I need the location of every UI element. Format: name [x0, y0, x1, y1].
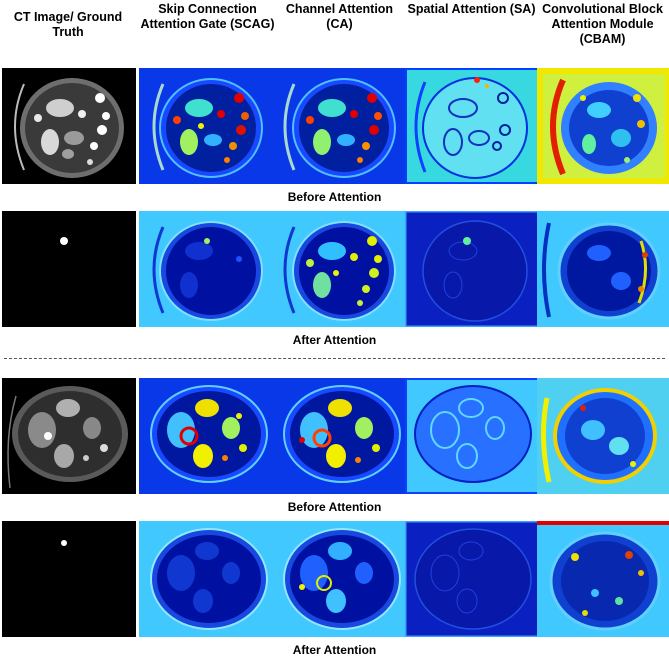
ground-truth-case2 [2, 521, 136, 637]
header-ca: Channel Attention (CA) [285, 2, 394, 31]
caption-after-attention-case2: After Attention [292, 643, 377, 657]
scag-map-case2-after [139, 521, 273, 637]
header-sa: Spatial Attention (SA) [407, 2, 536, 16]
scag-map-case1-after [139, 211, 273, 327]
sa-map-case1-before [405, 68, 539, 184]
ca-map-case1-before [272, 68, 406, 184]
ca-map-case1-after [272, 211, 406, 327]
ca-map-case2-before [272, 378, 406, 494]
sa-map-case1-after [405, 211, 539, 327]
ct-image-case2 [2, 378, 136, 494]
caption-before-attention-case1: Before Attention [287, 190, 382, 204]
sa-map-case2-before [405, 378, 539, 494]
case-divider [4, 358, 665, 359]
cbam-map-case2-after [537, 521, 669, 637]
sa-map-case2-after [405, 521, 539, 637]
header-scag: Skip Connection Attention Gate (SCAG) [140, 2, 275, 31]
caption-after-attention-case1: After Attention [292, 333, 377, 347]
cbam-map-case1-before [537, 68, 669, 184]
caption-before-attention-case2: Before Attention [287, 500, 382, 514]
cbam-map-case1-after [537, 211, 669, 327]
ca-map-case2-after [272, 521, 406, 637]
header-ct-ground-truth: CT Image/ Ground Truth [13, 10, 123, 39]
cbam-map-case2-before [537, 378, 669, 494]
scag-map-case2-before [139, 378, 273, 494]
header-cbam: Convolutional Block Attention Module (CB… [542, 2, 663, 46]
ct-image-case1 [2, 68, 136, 184]
ground-truth-case1 [2, 211, 136, 327]
scag-map-case1-before [139, 68, 273, 184]
